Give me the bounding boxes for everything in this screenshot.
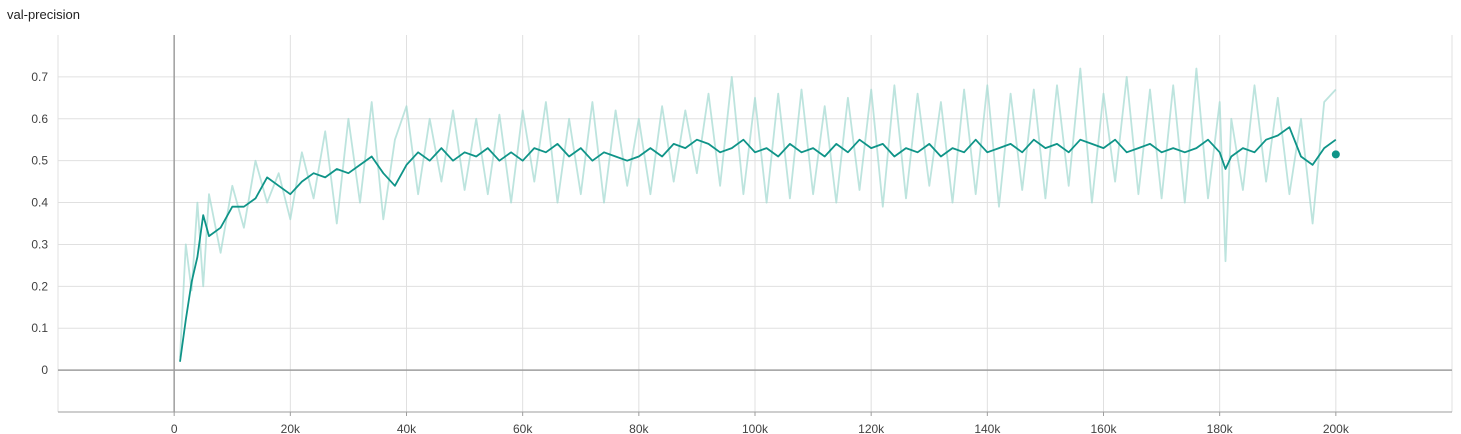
x-tick-label: 120k <box>858 422 885 434</box>
x-tick-label: 140k <box>974 422 1001 434</box>
y-tick-label: 0.1 <box>31 321 48 335</box>
x-tick-label: 0 <box>171 422 178 434</box>
x-tick-label: 100k <box>742 422 769 434</box>
y-tick-label: 0.2 <box>31 279 48 293</box>
y-tick-label: 0.3 <box>31 237 48 251</box>
axes <box>58 35 1452 416</box>
smoothed-series-line <box>179 126 1337 362</box>
grid-lines <box>57 35 1453 412</box>
last-point-marker <box>1331 150 1340 159</box>
x-tick-labels: 0 20k 40k 60k 80k 100k 120k 140k 160k 180k 200k <box>171 422 1350 434</box>
x-tick-label: 160k <box>1090 422 1117 434</box>
raw-series-line <box>179 67 1337 358</box>
y-tick-label: 0 <box>41 363 48 377</box>
x-tick-label: 180k <box>1207 422 1234 434</box>
y-tick-label: 0.6 <box>31 112 48 126</box>
series-lines <box>179 67 1340 362</box>
x-tick-label: 20k <box>281 422 301 434</box>
x-tick-label: 80k <box>629 422 649 434</box>
x-tick-label: 200k <box>1323 422 1350 434</box>
y-tick-labels: 0 0.1 0.2 0.3 0.4 0.5 0.6 0.7 <box>31 70 48 377</box>
chart-title: val-precision <box>7 7 80 22</box>
y-tick-label: 0.7 <box>31 70 48 84</box>
x-tick-label: 40k <box>397 422 417 434</box>
x-tick-label: 60k <box>513 422 533 434</box>
y-tick-label: 0.5 <box>31 154 48 168</box>
y-tick-label: 0.4 <box>31 196 48 210</box>
